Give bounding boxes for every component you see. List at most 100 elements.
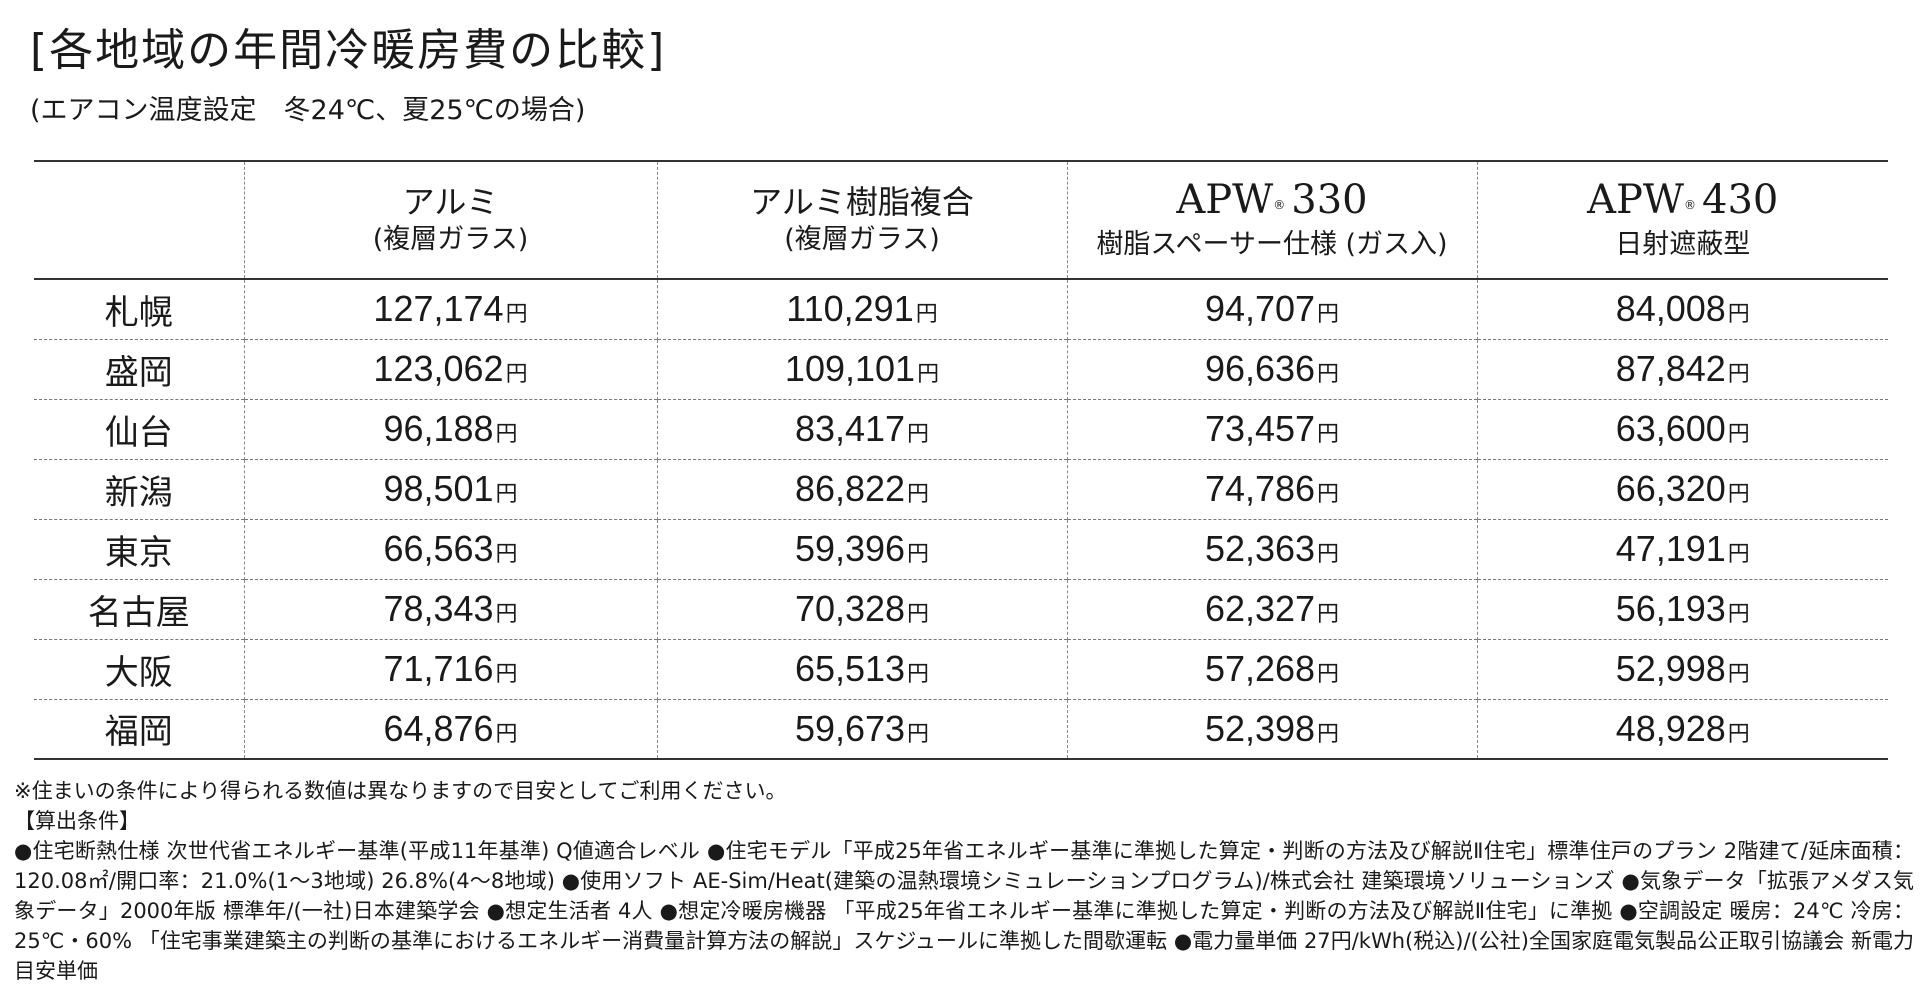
cost-cell: 48,928円 bbox=[1476, 699, 1888, 759]
currency-unit: 円 bbox=[1317, 362, 1340, 387]
cost-value: 109,101 bbox=[784, 348, 916, 389]
currency-unit: 円 bbox=[917, 362, 940, 387]
cost-cell: 83,417円 bbox=[656, 399, 1067, 459]
cost-value: 62,327 bbox=[1204, 588, 1316, 629]
column-name: アルミ bbox=[402, 183, 499, 221]
table-row: 盛岡 123,062円 109,101円 96,636円 87,842円 bbox=[34, 339, 1888, 399]
cost-value: 86,822 bbox=[794, 468, 906, 509]
cost-cell: 78,343円 bbox=[243, 579, 657, 639]
cost-cell: 59,396円 bbox=[656, 519, 1067, 579]
currency-unit: 円 bbox=[1317, 482, 1340, 507]
cost-cell: 71,716円 bbox=[243, 639, 657, 699]
currency-unit: 円 bbox=[1317, 542, 1340, 567]
cost-value: 71,716 bbox=[383, 648, 494, 689]
cost-cell: 94,707円 bbox=[1066, 279, 1477, 339]
cost-value: 65,513 bbox=[794, 648, 906, 689]
cost-value: 127,174 bbox=[373, 288, 504, 330]
cost-cell: 98,501円 bbox=[243, 459, 657, 519]
column-header-aluminum-resin: アルミ樹脂複合 (複層ガラス) bbox=[656, 161, 1067, 279]
cost-value: 70,328 bbox=[794, 588, 906, 629]
column-header-apw330: APW® 330 樹脂スペーサー仕様 (ガス入) bbox=[1066, 161, 1477, 279]
column-subname: 日射遮蔽型 bbox=[1615, 228, 1751, 260]
currency-unit: 円 bbox=[1727, 662, 1750, 687]
city-cell: 福岡 bbox=[104, 712, 173, 753]
cost-cell: 70,328円 bbox=[656, 579, 1067, 639]
cost-value: 123,062 bbox=[373, 348, 504, 389]
model-number: 330 bbox=[1291, 176, 1368, 223]
disclaimer-note: ※住まいの条件により得られる数値は異なりますので目安としてご利用ください。 bbox=[14, 779, 787, 803]
cost-value: 64,876 bbox=[383, 707, 494, 749]
table-row: 東京 66,563円 59,396円 52,363円 47,191円 bbox=[34, 519, 1888, 579]
cost-value: 52,998 bbox=[1615, 648, 1726, 689]
currency-unit: 円 bbox=[1727, 721, 1750, 747]
cost-cell: 62,327円 bbox=[1066, 579, 1477, 639]
currency-unit: 円 bbox=[907, 542, 930, 567]
city-cell: 東京 bbox=[104, 532, 173, 573]
currency-unit: 円 bbox=[495, 602, 518, 627]
currency-unit: 円 bbox=[907, 602, 930, 627]
currency-unit: 円 bbox=[1727, 422, 1750, 447]
city-cell: 仙台 bbox=[104, 412, 173, 453]
table-row: 福岡 64,876円 59,673円 52,398円 48,928円 bbox=[34, 699, 1888, 759]
cost-value: 98,501 bbox=[383, 468, 494, 509]
city-cell: 新潟 bbox=[104, 472, 173, 513]
cost-cell: 47,191円 bbox=[1476, 519, 1888, 579]
cost-value: 63,600 bbox=[1615, 408, 1726, 449]
city-cell: 札幌 bbox=[104, 292, 173, 333]
cost-value: 56,193 bbox=[1615, 588, 1726, 629]
cost-cell: 86,822円 bbox=[656, 459, 1067, 519]
city-cell: 大阪 bbox=[104, 652, 173, 693]
apw-430-logo: APW® 430 bbox=[1478, 178, 1889, 227]
cost-cell: 52,363円 bbox=[1066, 519, 1477, 579]
cost-cell: 123,062円 bbox=[243, 339, 657, 399]
cost-value: 96,636 bbox=[1204, 348, 1316, 389]
cost-cell: 87,842円 bbox=[1476, 339, 1888, 399]
cost-cell: 64,876円 bbox=[243, 699, 657, 759]
cost-cell: 74,786円 bbox=[1066, 459, 1477, 519]
conditions-text: ●住宅断熱仕様 次世代省エネルギー基準(平成11年基準) Q値適合レベル ●住宅… bbox=[14, 839, 1914, 983]
column-header-apw430: APW® 430 日射遮蔽型 bbox=[1476, 161, 1889, 279]
table-row: 新潟 98,501円 86,822円 74,786円 66,320円 bbox=[34, 459, 1888, 519]
currency-unit: 円 bbox=[495, 422, 518, 447]
currency-unit: 円 bbox=[1317, 302, 1340, 328]
cost-cell: 66,320円 bbox=[1476, 459, 1888, 519]
cost-value: 48,928 bbox=[1615, 707, 1726, 749]
city-cell: 名古屋 bbox=[87, 592, 190, 633]
column-subname: (複層ガラス) bbox=[784, 224, 940, 255]
column-subname: 樹脂スペーサー仕様 (ガス入) bbox=[1096, 228, 1448, 260]
cost-cell: 57,268円 bbox=[1066, 639, 1477, 699]
currency-unit: 円 bbox=[1317, 422, 1340, 447]
city-cell: 盛岡 bbox=[104, 352, 173, 393]
currency-unit: 円 bbox=[505, 362, 528, 387]
registered-mark: ® bbox=[1684, 197, 1697, 212]
cost-value: 47,191 bbox=[1615, 528, 1726, 569]
cost-value: 110,291 bbox=[786, 288, 914, 330]
cost-value: 87,842 bbox=[1615, 348, 1726, 389]
currency-unit: 円 bbox=[495, 721, 518, 747]
cost-comparison-table: アルミ (複層ガラス) アルミ樹脂複合 (複層ガラス) APW® 330 樹脂スペ… bbox=[34, 160, 1888, 760]
currency-unit: 円 bbox=[495, 482, 518, 507]
cost-value: 94,707 bbox=[1204, 288, 1316, 330]
currency-unit: 円 bbox=[1727, 362, 1750, 387]
brand-name: APW bbox=[1176, 176, 1274, 223]
brand-name: APW bbox=[1587, 176, 1685, 223]
table-row: 仙台 96,188円 83,417円 73,457円 63,600円 bbox=[34, 399, 1888, 459]
currency-unit: 円 bbox=[495, 542, 518, 567]
currency-unit: 円 bbox=[1317, 662, 1340, 687]
cost-value: 74,786 bbox=[1204, 468, 1316, 509]
currency-unit: 円 bbox=[907, 721, 930, 747]
cost-cell: 109,101円 bbox=[656, 339, 1067, 399]
currency-unit: 円 bbox=[907, 662, 930, 687]
cost-value: 96,188 bbox=[383, 408, 494, 449]
cost-cell: 52,398円 bbox=[1066, 699, 1477, 759]
column-header-aluminum: アルミ (複層ガラス) bbox=[243, 161, 657, 279]
registered-mark: ® bbox=[1273, 197, 1286, 212]
currency-unit: 円 bbox=[1727, 302, 1750, 328]
currency-unit: 円 bbox=[495, 662, 518, 687]
header-corner-cell bbox=[34, 161, 244, 279]
currency-unit: 円 bbox=[907, 422, 930, 447]
currency-unit: 円 bbox=[505, 302, 528, 328]
page-subtitle: (エアコン温度設定 冬24℃、夏25℃の場合) bbox=[30, 95, 586, 126]
table-row: 大阪 71,716円 65,513円 57,268円 52,998円 bbox=[34, 639, 1888, 699]
cost-cell: 65,513円 bbox=[656, 639, 1067, 699]
